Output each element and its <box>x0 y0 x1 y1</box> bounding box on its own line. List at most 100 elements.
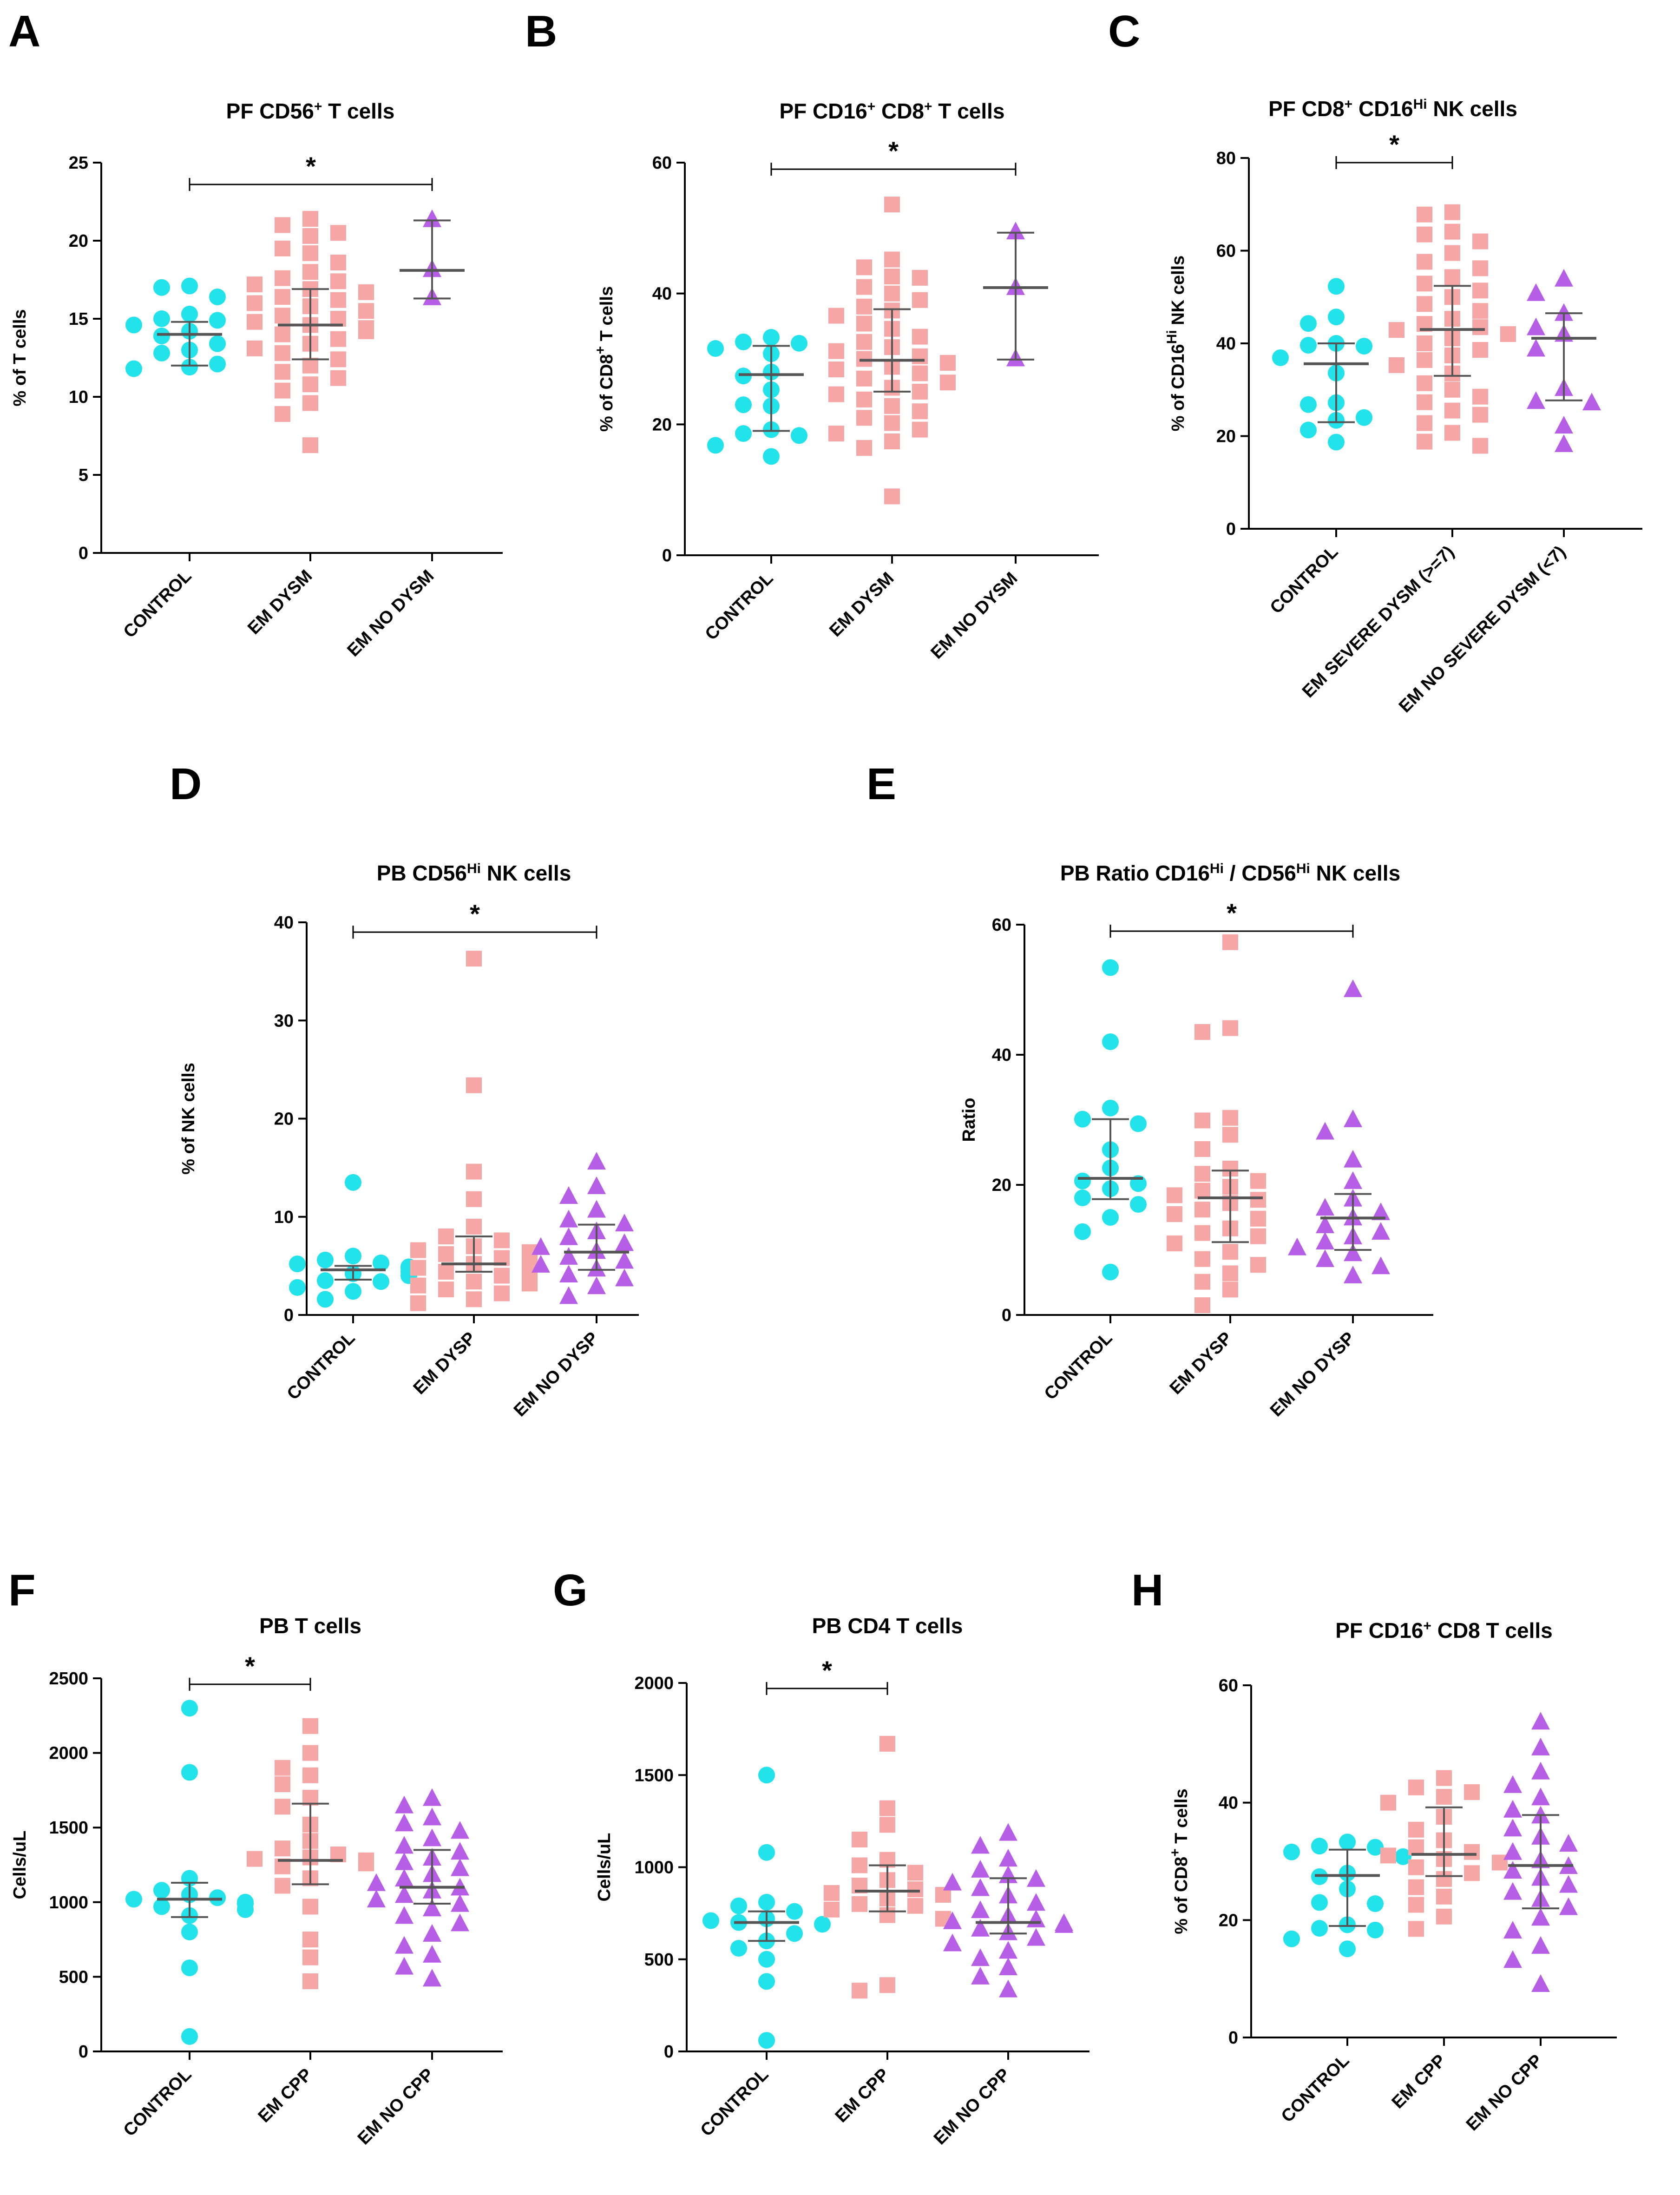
panel-letter: E <box>866 759 896 809</box>
data-point <box>1102 1033 1119 1050</box>
data-point <box>1408 1821 1424 1838</box>
data-point <box>302 1949 318 1965</box>
data-point <box>707 340 724 357</box>
data-point <box>907 1881 923 1898</box>
data-point <box>181 2028 198 2045</box>
y-tick-label: 40 <box>652 284 672 304</box>
data-point <box>1417 394 1432 410</box>
data-point <box>943 1873 962 1891</box>
data-point <box>1582 393 1601 411</box>
data-point <box>438 1246 454 1262</box>
data-point <box>1344 1243 1362 1262</box>
data-point <box>879 1735 895 1752</box>
data-point <box>1389 357 1404 373</box>
data-point <box>1472 303 1488 319</box>
y-tick-label: 60 <box>992 915 1011 935</box>
data-point <box>1417 206 1432 223</box>
y-tick-label: 20 <box>69 231 88 251</box>
panel-letter: G <box>553 1565 588 1615</box>
data-point <box>1316 1232 1334 1250</box>
data-point <box>1417 375 1432 391</box>
y-tick-label: 10 <box>69 388 88 407</box>
y-tick-label: 0 <box>662 546 672 565</box>
data-point <box>289 1279 306 1296</box>
data-point <box>1417 415 1432 431</box>
y-tick-label: 1000 <box>634 1858 674 1878</box>
data-point <box>373 1255 389 1272</box>
x-category-label: EM NO DYSM <box>343 566 438 661</box>
data-point <box>999 1958 1017 1976</box>
data-point <box>702 1912 719 1929</box>
data-point <box>466 951 482 967</box>
panel-c: C PF CD8+ CD16Hi NK cells 0 20 40 60 80 % of CD… <box>1108 7 1642 716</box>
data-point <box>302 376 318 393</box>
data-point <box>1194 1251 1210 1267</box>
data-point <box>289 1255 306 1273</box>
data-point <box>1444 381 1460 398</box>
data-point <box>317 1251 334 1268</box>
data-point <box>181 277 198 295</box>
data-point <box>494 1285 510 1301</box>
data-point <box>758 1973 775 1990</box>
data-point <box>1472 283 1488 299</box>
data-point <box>879 1977 895 1993</box>
data-point <box>1367 1921 1384 1939</box>
data-point <box>912 421 928 438</box>
data-point <box>302 1899 318 1915</box>
data-point <box>1222 1020 1238 1036</box>
data-point <box>856 315 872 332</box>
data-point <box>302 395 318 411</box>
y-axis-label: % of CD8+ T cells <box>1168 1788 1192 1934</box>
data-point <box>1250 1257 1266 1273</box>
data-point <box>912 383 928 400</box>
data-point <box>615 1251 634 1269</box>
y-tick-label: 5 <box>79 466 88 485</box>
data-point <box>1027 1928 1045 1946</box>
data-point <box>828 308 844 324</box>
x-category-label: CONTROL <box>120 566 196 642</box>
data-point <box>1344 1150 1362 1168</box>
data-point <box>358 284 374 300</box>
data-point <box>153 1898 170 1915</box>
data-point <box>1328 434 1345 451</box>
data-point <box>330 225 346 241</box>
data-point <box>466 1077 482 1093</box>
y-tick-label: 20 <box>1216 427 1236 447</box>
data-point <box>438 1282 454 1298</box>
data-point <box>1531 1936 1550 1954</box>
data-point <box>856 410 872 426</box>
data-point <box>1559 1897 1578 1915</box>
data-point <box>209 1889 226 1906</box>
data-point <box>247 276 262 293</box>
data-point <box>1500 326 1516 342</box>
data-point <box>856 370 872 387</box>
data-point <box>1167 1206 1182 1222</box>
y-tick-label: 15 <box>69 309 88 329</box>
data-point <box>1408 1839 1424 1855</box>
data-point <box>1272 349 1289 366</box>
y-tick-label: 10 <box>274 1208 294 1227</box>
data-point <box>940 375 956 391</box>
data-point <box>735 333 752 350</box>
data-point <box>730 1939 747 1957</box>
data-point <box>275 270 290 286</box>
data-point <box>275 240 290 256</box>
panel-e: E PB Ratio CD16Hi / CD56Hi NK cells 0 20 40 6… <box>866 759 1433 1420</box>
data-point <box>451 1894 469 1912</box>
data-point <box>373 1273 389 1290</box>
data-point <box>1311 1894 1328 1911</box>
data-point <box>828 343 844 359</box>
data-point <box>317 1272 334 1289</box>
data-point <box>940 355 956 371</box>
data-point <box>1311 1838 1328 1855</box>
data-point <box>1027 1869 1045 1887</box>
data-point <box>302 357 318 374</box>
data-point <box>587 1176 606 1194</box>
data-point <box>1130 1115 1147 1132</box>
data-point <box>423 1924 441 1942</box>
y-tick-label: 40 <box>274 913 294 933</box>
data-point <box>1472 342 1488 358</box>
data-point <box>852 1896 867 1912</box>
chart-title: PF CD56+ T cells <box>226 99 395 124</box>
data-point <box>615 1268 634 1287</box>
